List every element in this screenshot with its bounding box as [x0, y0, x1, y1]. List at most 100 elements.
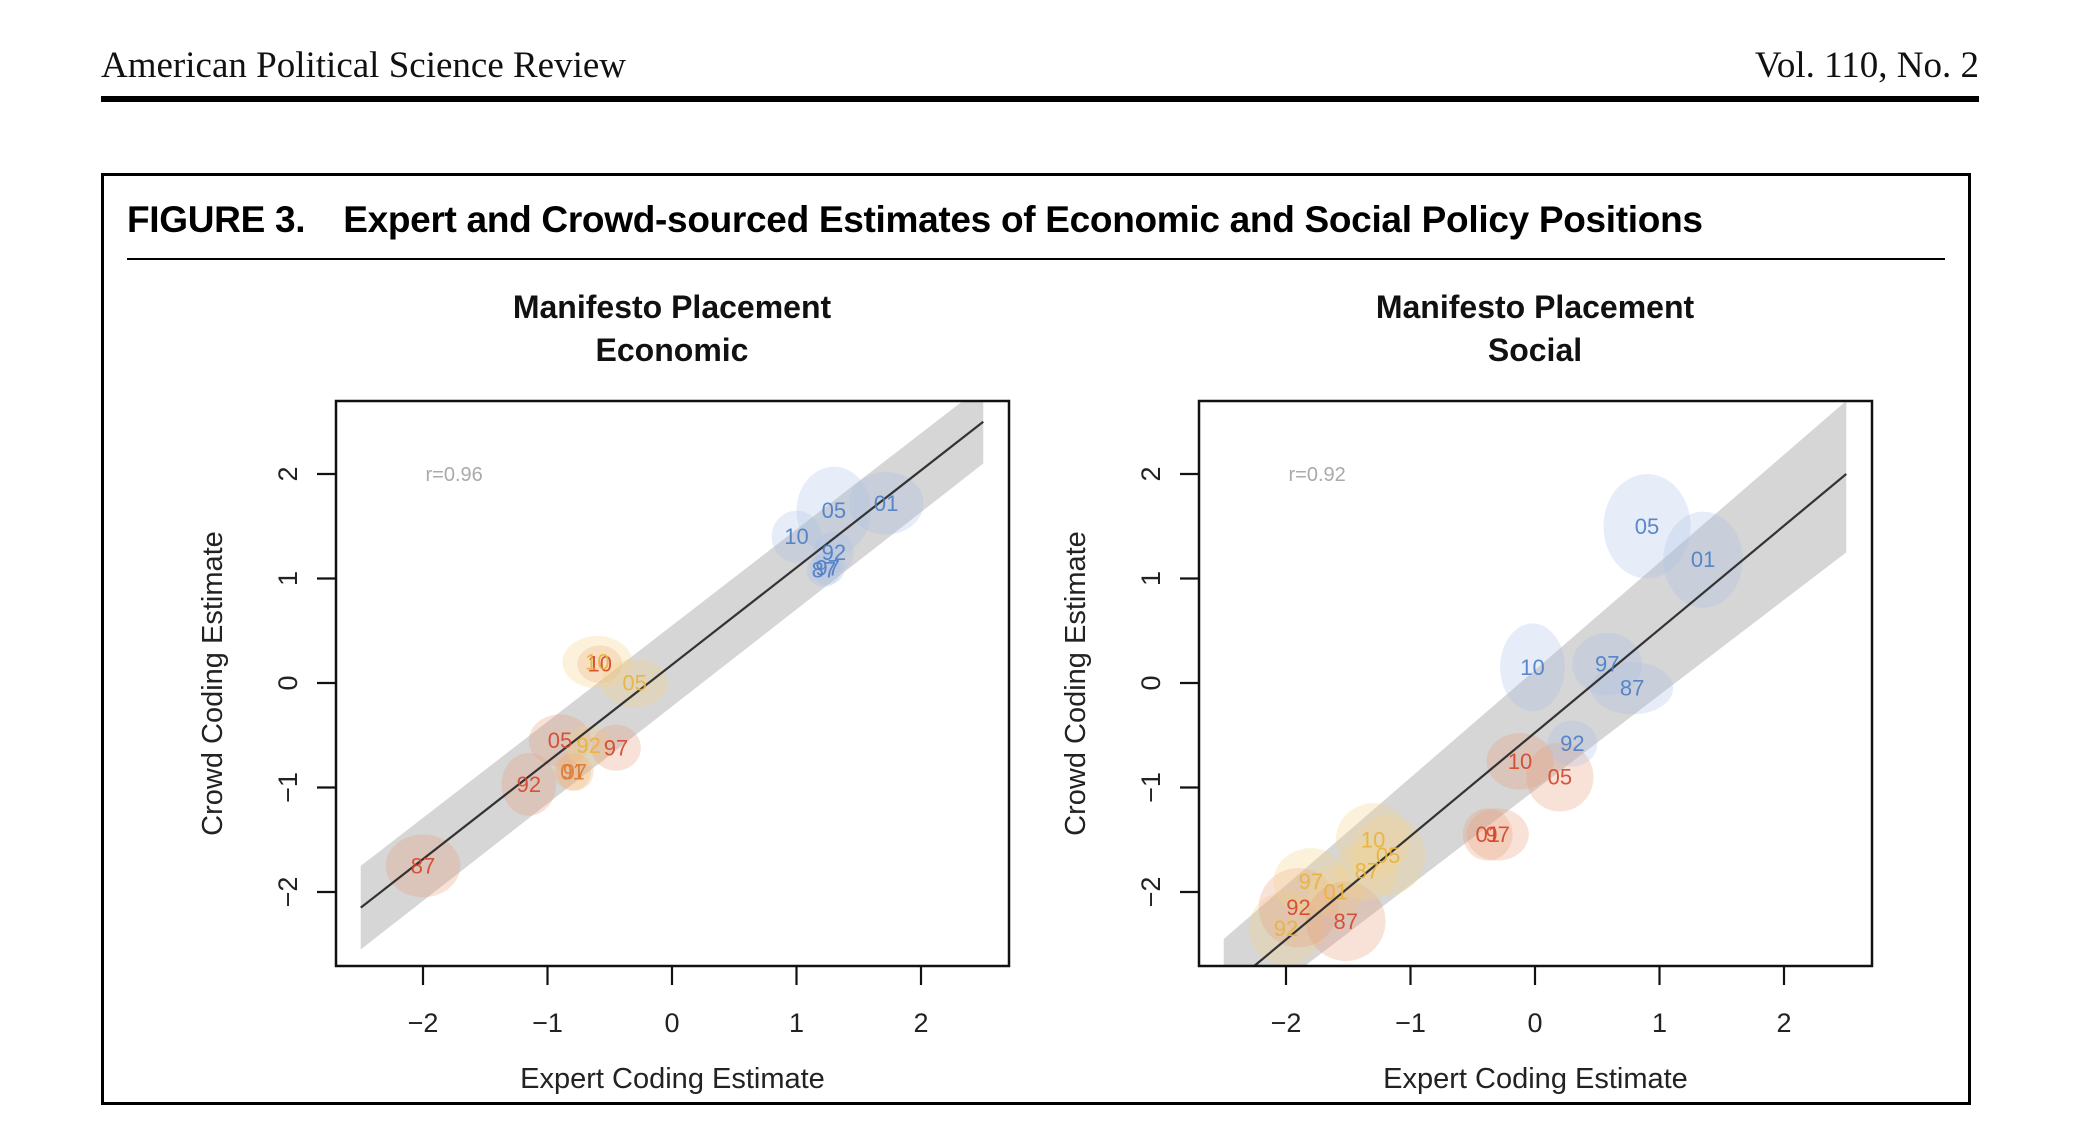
- y-tick-label: 0: [273, 675, 303, 690]
- uncertainty-ellipse: [1591, 662, 1674, 715]
- y-tick-label: 2: [1136, 466, 1166, 481]
- party-year-label: 87: [812, 558, 836, 583]
- uncertainty-ellipse: [562, 635, 633, 689]
- x-tick-label: 1: [1652, 1008, 1667, 1038]
- y-tick-label: −2: [273, 877, 303, 908]
- party-year-label: 10: [1508, 749, 1532, 774]
- party-year-label: 97: [563, 759, 587, 784]
- x-axis-label: Expert Coding Estimate: [520, 1063, 825, 1095]
- uncertainty-ellipse: [1335, 803, 1411, 877]
- x-axis-label: Expert Coding Estimate: [1383, 1063, 1688, 1095]
- party-year-label: 01: [874, 491, 898, 516]
- party-year-label: 92: [517, 772, 541, 797]
- uncertainty-ellipse: [385, 834, 461, 898]
- uncertainty-ellipse: [813, 531, 854, 574]
- y-tick-label: 1: [1136, 571, 1166, 586]
- y-tick-label: 1: [273, 571, 303, 586]
- uncertainty-ellipse: [501, 753, 557, 816]
- x-tick-label: −2: [408, 1008, 439, 1038]
- x-tick-label: −1: [532, 1008, 563, 1038]
- uncertainty-ellipse: [566, 724, 611, 767]
- uncertainty-ellipse: [810, 551, 846, 585]
- party-year-label: 01: [1691, 547, 1715, 572]
- uncertainty-ellipse: [1305, 881, 1386, 961]
- figure-number: FIGURE 3.: [127, 199, 306, 240]
- x-tick-label: 1: [789, 1008, 804, 1038]
- uncertainty-ellipse: [1258, 867, 1339, 948]
- fit-line: [360, 420, 984, 909]
- caption-rule: [127, 258, 1945, 260]
- x-tick-label: 0: [1527, 1008, 1542, 1038]
- plot-title-line1: Manifesto Placement: [1376, 289, 1695, 325]
- uncertainty-ellipse: [1603, 474, 1691, 579]
- uncertainty-ellipse: [528, 714, 592, 767]
- fit-line: [1252, 473, 1847, 966]
- party-year-label: 10: [585, 650, 609, 675]
- party-year-label: 01: [1324, 880, 1348, 905]
- y-tick-label: −1: [1136, 772, 1166, 803]
- uncertainty-ellipse: [1526, 742, 1594, 812]
- plot-title-line2: Social: [1488, 332, 1582, 368]
- confidence-band: [1223, 401, 1847, 966]
- party-year-label: 92: [1274, 916, 1298, 941]
- y-tick-label: −1: [273, 772, 303, 803]
- y-axis-label: Crowd Coding Estimate: [1060, 531, 1092, 836]
- uncertainty-ellipse: [1462, 808, 1513, 861]
- party-year-label: 97: [815, 556, 839, 581]
- uncertainty-ellipse: [556, 753, 594, 791]
- party-year-label: 87: [411, 853, 435, 878]
- party-year-label: 92: [1560, 731, 1584, 756]
- correlation-annotation: r=0.96: [425, 464, 482, 486]
- uncertainty-ellipse: [796, 466, 872, 555]
- y-tick-label: −2: [1136, 877, 1166, 908]
- party-year-label: 97: [1595, 652, 1619, 677]
- header-rule: [101, 96, 1979, 102]
- volume-issue: Vol. 110, No. 2: [1754, 45, 1979, 86]
- x-tick-label: −2: [1271, 1008, 1302, 1038]
- uncertainty-ellipse: [771, 510, 822, 563]
- uncertainty-ellipse: [1486, 733, 1554, 790]
- uncertainty-ellipse: [591, 724, 641, 771]
- party-year-label: 05: [1548, 765, 1572, 790]
- x-tick-label: −1: [1395, 1008, 1426, 1038]
- uncertainty-ellipse: [553, 753, 592, 791]
- x-tick-label: 2: [913, 1008, 928, 1038]
- figure-box: FIGURE 3. Expert and Crowd-sourced Estima…: [101, 173, 1971, 1105]
- y-axis-label: Crowd Coding Estimate: [197, 531, 229, 836]
- party-year-label: 05: [1635, 514, 1659, 539]
- figure-title: Expert and Crowd-sourced Estimates of Ec…: [343, 199, 1703, 240]
- uncertainty-ellipse: [1500, 623, 1565, 712]
- x-tick-label: 0: [664, 1008, 679, 1038]
- party-year-label: 97: [1299, 869, 1323, 894]
- uncertainty-ellipse: [1572, 632, 1643, 696]
- figure-caption: FIGURE 3. Expert and Crowd-sourced Estima…: [127, 199, 1703, 241]
- party-year-label: 01: [1475, 822, 1499, 847]
- party-year-label: 05: [822, 498, 846, 523]
- plot-title-line1: Manifesto Placement: [513, 289, 832, 325]
- party-year-label: 97: [1485, 822, 1509, 847]
- party-year-label: 92: [822, 540, 846, 565]
- x-tick-label: 2: [1776, 1008, 1791, 1038]
- party-year-label: 05: [1376, 843, 1400, 868]
- y-tick-label: 2: [273, 466, 303, 481]
- party-year-label: 10: [588, 652, 612, 677]
- party-year-label: 87: [1355, 859, 1379, 884]
- party-year-label: 05: [548, 728, 572, 753]
- plot-title-line2: Economic: [596, 332, 749, 368]
- uncertainty-ellipse: [1273, 848, 1349, 915]
- uncertainty-ellipse: [1466, 808, 1529, 861]
- party-year-label: 05: [622, 671, 646, 696]
- party-year-label: 10: [784, 524, 808, 549]
- y-tick-label: 0: [1136, 675, 1166, 690]
- party-year-label: 87: [1620, 676, 1644, 701]
- uncertainty-ellipse: [1663, 511, 1743, 608]
- party-year-label: 01: [560, 759, 584, 784]
- uncertainty-ellipse: [577, 645, 623, 683]
- uncertainty-ellipse: [601, 658, 669, 708]
- party-year-label: 92: [1286, 895, 1310, 920]
- uncertainty-ellipse: [1308, 865, 1364, 919]
- party-year-label: 10: [1361, 827, 1385, 852]
